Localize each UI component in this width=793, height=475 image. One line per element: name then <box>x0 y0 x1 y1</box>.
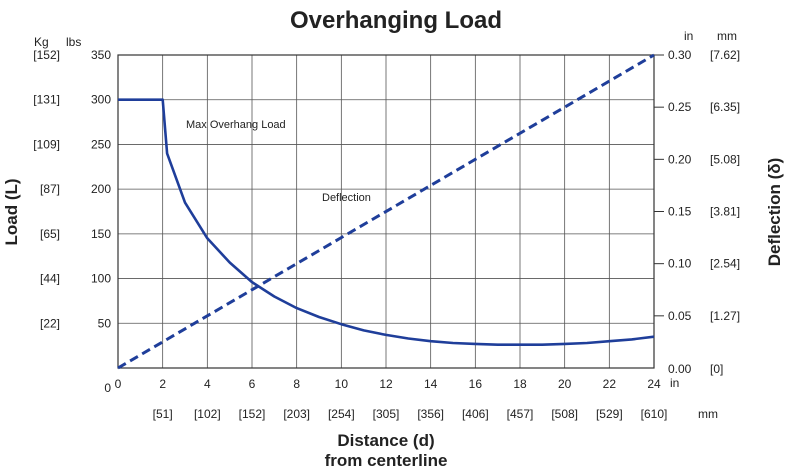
y-right-tick-mm: [5.08] <box>710 152 740 166</box>
max-overhang-load-curve <box>118 98 655 347</box>
x-mm-tick-label: [457] <box>507 407 534 421</box>
x-tick-labels: 0 2 4 6 8 10 12 14 16 18 20 22 24 <box>115 377 661 391</box>
y-right-tick-in: 0.25 <box>668 100 692 114</box>
series <box>117 53 655 370</box>
y-left-tick-kg: [152] <box>33 48 60 62</box>
y-left-tick-lbs: 350 <box>91 48 111 62</box>
x-mm-tick-label: [305] <box>373 407 400 421</box>
y-left-tick-kg: [131] <box>33 93 60 107</box>
y-right-unit-in: in <box>684 29 693 43</box>
y-left-tick-kg: [87] <box>40 182 60 196</box>
y-left-tick-kg: [44] <box>40 272 60 286</box>
x-mm-tick-label: [406] <box>462 407 489 421</box>
x-axis-title-line1: Distance (d) <box>337 431 434 450</box>
y-left-tick-zero: 0 <box>104 381 111 395</box>
x-tick-label: 22 <box>603 377 617 391</box>
y-left-tick-lbs: 200 <box>91 182 111 196</box>
x-tick-label: 6 <box>249 377 256 391</box>
y-right-tick-labels: 0.05 [1.27] 0.10 [2.54] 0.15 [3.81] 0.20 [5.08]… <box>654 48 740 323</box>
y-right-zero-unit: in <box>670 376 679 390</box>
y-right-axis-title: Deflection (δ) <box>765 158 784 267</box>
deflection-line <box>117 53 655 370</box>
y-left-tick-lbs: 150 <box>91 227 111 241</box>
x-tick-label: 12 <box>379 377 393 391</box>
series-label-deflection: Deflection <box>322 192 371 204</box>
x-tick-label: 2 <box>159 377 166 391</box>
y-right-tick-in: 0.30 <box>668 48 692 62</box>
x-mm-tick-label: [356] <box>417 407 444 421</box>
y-left-tick-lbs: 250 <box>91 137 111 151</box>
x-mm-tick-label: [203] <box>283 407 310 421</box>
y-left-unit-kg: Kg <box>34 35 49 49</box>
x-mm-tick-label: [610] <box>641 407 668 421</box>
y-right-tick-mm: [6.35] <box>710 100 740 114</box>
y-right-unit-mm: mm <box>717 29 737 43</box>
chart-title: Overhanging Load <box>290 7 502 34</box>
y-right-tick-mm: [3.81] <box>710 205 740 219</box>
x-mm-tick-label: [51] <box>153 407 173 421</box>
x-tick-label: 24 <box>647 377 661 391</box>
x-tick-label: 20 <box>558 377 572 391</box>
y-left-tick-lbs: 300 <box>91 93 111 107</box>
y-left-tick-lbs: 50 <box>98 316 112 330</box>
x-tick-label: 18 <box>513 377 527 391</box>
y-left-tick-kg: [22] <box>40 316 60 330</box>
x-mm-tick-label: [254] <box>328 407 355 421</box>
x-mm-tick-label: [508] <box>551 407 578 421</box>
y-left-unit-lbs: lbs <box>66 35 81 49</box>
y-left-axis-title: Load (L) <box>2 178 21 245</box>
y-right-tick-in: 0.05 <box>668 309 692 323</box>
x-mm-tick-label: [152] <box>239 407 266 421</box>
y-right-tick-mm: [2.54] <box>710 257 740 271</box>
x-tick-label: 4 <box>204 377 211 391</box>
y-right-tick-in: 0.15 <box>668 205 692 219</box>
x-mm-unit: mm <box>698 407 718 421</box>
y-left-tick-labels: 50 [22] 100 [44] 150 [65] 200 [87] 250 [109] 300 [1… <box>33 48 111 395</box>
x-mm-tick-label: [102] <box>194 407 221 421</box>
x-mm-tick-labels: [51] [102] [152] [203] [254] [305] [356] [406] [… <box>153 407 668 421</box>
x-axis-title-line2: from centerline <box>325 451 448 470</box>
y-left-tick-kg: [65] <box>40 227 60 241</box>
y-right-tick-in: 0.10 <box>668 257 692 271</box>
y-right-tick-mm: [7.62] <box>710 48 740 62</box>
x-tick-label: 14 <box>424 377 438 391</box>
y-right-zero-mm: [0] <box>710 362 723 376</box>
y-right-zero-in: 0.00 <box>668 362 692 376</box>
x-mm-tick-label: [529] <box>596 407 623 421</box>
y-left-tick-lbs: 100 <box>91 272 111 286</box>
y-right-tick-mm: [1.27] <box>710 309 740 323</box>
y-right-tick-in: 0.20 <box>668 152 692 166</box>
y-left-tick-kg: [109] <box>33 137 60 151</box>
x-tick-label: 16 <box>469 377 483 391</box>
x-tick-label: 8 <box>293 377 300 391</box>
x-tick-label: 10 <box>335 377 349 391</box>
series-label-max-overhang: Max Overhang Load <box>186 119 286 131</box>
x-tick-label: 0 <box>115 377 122 391</box>
